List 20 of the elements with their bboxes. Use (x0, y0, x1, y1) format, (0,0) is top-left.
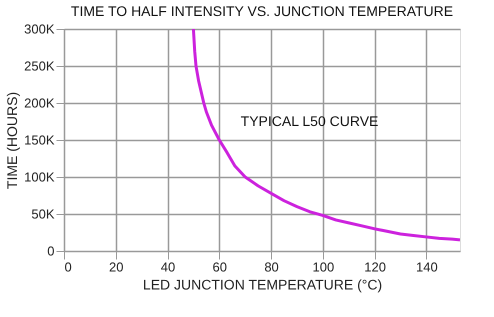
annotation: TYPICAL L50 CURVE (240, 113, 378, 130)
chart-title: TIME TO HALF INTENSITY VS. JUNCTION TEMPERATURE (70, 3, 454, 19)
y-tick-label: 50K (31, 206, 55, 222)
x-tick-label: 120 (364, 260, 386, 274)
x-tick-label: 100 (312, 260, 334, 274)
y-tick-label: 0 (47, 244, 54, 258)
y-tick-label: 150K (24, 132, 55, 148)
line-series (192, 29, 460, 242)
x-axis-title: LED JUNCTION TEMPERATURE (°C) (142, 276, 382, 292)
y-tick-label: 300K (24, 22, 55, 36)
x-tick-label: 40 (160, 260, 176, 274)
x-tick-label: 60 (212, 260, 228, 274)
x-tick-label: 20 (109, 260, 124, 274)
y-tick-label: 250K (24, 58, 55, 74)
y-tick-label: 200K (24, 96, 55, 110)
x-tick-label: 0 (64, 260, 72, 274)
y-tick-label: 100K (24, 170, 55, 184)
y-axis-title: TIME (HOURS) (4, 92, 20, 190)
x-tick-label: 80 (264, 260, 279, 274)
x-tick-label: 140 (416, 260, 438, 274)
